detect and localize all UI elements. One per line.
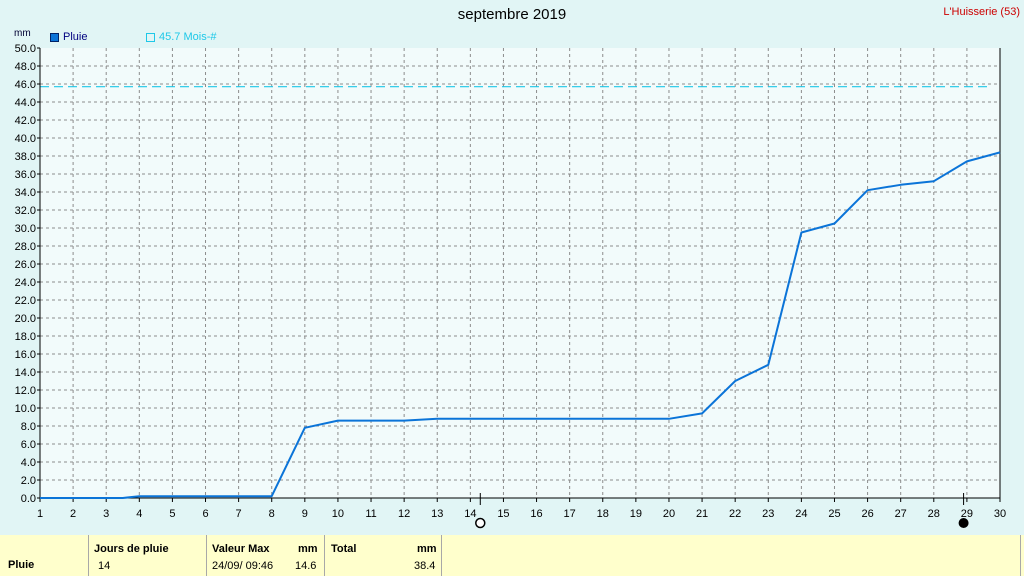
x-tick-label: 8: [269, 508, 275, 520]
x-tick-label: 5: [169, 508, 175, 520]
axes: 1 2 3 4 5 6 7 8 9 10 11 12 13 14 15 16 17 18 19 20 21 22 23 24 2…: [15, 43, 1007, 520]
x-tick-label: 2: [70, 508, 76, 520]
x-tick-label: 3: [103, 508, 109, 520]
x-tick-label: 21: [696, 508, 708, 520]
x-tick-label: 15: [497, 508, 509, 520]
valeur-max-date: 24/09/ 09:46: [212, 560, 274, 572]
y-tick-label: 30.0: [15, 223, 36, 235]
valeur-max-value: 14.6: [295, 560, 317, 572]
x-tick-label: 17: [564, 508, 576, 520]
legend-label-pluie: Pluie: [63, 31, 88, 43]
jours-de-pluie-value: 14: [98, 560, 111, 572]
grid: [40, 48, 1000, 498]
y-tick-label: 42.0: [15, 115, 36, 127]
y-tick-label: 4.0: [21, 457, 36, 469]
valeur-max-header: Valeur Max: [212, 543, 270, 555]
new-moon-icon: [958, 518, 969, 528]
y-tick-label: 2.0: [21, 475, 36, 487]
y-tick-label: 44.0: [15, 97, 36, 109]
x-tick-label: 26: [861, 508, 873, 520]
y-tick-label: 20.0: [15, 313, 36, 325]
x-tick-label: 9: [302, 508, 308, 520]
y-tick-label: 36.0: [15, 169, 36, 181]
y-tick-label: 48.0: [15, 61, 36, 73]
row-label: Pluie: [8, 559, 35, 571]
legend-label-reference: 45.7 Mois-#: [159, 31, 217, 43]
y-tick-label: 8.0: [21, 421, 36, 433]
y-tick-label: 38.0: [15, 151, 36, 163]
x-tick-label: 4: [136, 508, 142, 520]
x-tick-label: 30: [994, 508, 1006, 520]
x-tick-label: 12: [398, 508, 410, 520]
y-unit-label: mm: [14, 28, 31, 39]
series-layer: [40, 151, 1001, 499]
x-tick-label: 18: [597, 508, 609, 520]
total-unit: mm: [417, 543, 437, 555]
y-tick-label: 14.0: [15, 367, 36, 379]
y-tick-label: 6.0: [21, 439, 36, 451]
y-tick-label: 26.0: [15, 259, 36, 271]
moon-phase-layer: [475, 493, 969, 529]
x-tick-label: 25: [828, 508, 840, 520]
rain-chart: 1 2 3 4 5 6 7 8 9 10 11 12 13 14 15 16 17 18 19 20 21 22 23 24 2…: [15, 43, 1007, 529]
total-header: Total: [331, 543, 357, 555]
y-tick-label: 0.0: [21, 493, 36, 505]
x-tick-label: 19: [630, 508, 642, 520]
x-tick-label: 7: [236, 508, 242, 520]
y-tick-label: 32.0: [15, 205, 36, 217]
legend-item-pluie: Pluie: [50, 31, 87, 43]
full-moon-icon: [475, 517, 486, 529]
y-tick-label: 50.0: [15, 43, 36, 55]
x-tick-label: 6: [202, 508, 208, 520]
y-tick-label: 22.0: [15, 295, 36, 307]
x-tick-label: 27: [895, 508, 907, 520]
summary-table: Pluie Jours de pluie 14 Valeur Max mm 24…: [0, 535, 1024, 576]
x-tick-label: 11: [365, 508, 376, 520]
y-tick-label: 28.0: [15, 241, 36, 253]
legend-swatch-pluie: [50, 32, 59, 42]
station-name: L'Huisserie (53): [943, 6, 1020, 18]
x-tick-label: 14: [464, 508, 476, 520]
x-tick-label: 20: [663, 508, 675, 520]
x-tick-label: 24: [795, 508, 807, 520]
jours-de-pluie-header: Jours de pluie: [94, 543, 169, 555]
legend-item-reference: 45.7 Mois-#: [146, 31, 216, 43]
y-tick-label: 12.0: [15, 385, 36, 397]
y-tick-label: 40.0: [15, 133, 36, 145]
y-tick-label: 16.0: [15, 349, 36, 361]
x-tick-label: 13: [431, 508, 443, 520]
x-tick-label: 1: [37, 508, 43, 520]
chart-title: septembre 2019: [457, 6, 567, 23]
y-tick-label: 18.0: [15, 331, 36, 343]
y-tick-label: 10.0: [15, 403, 36, 415]
x-tick-label: 29: [961, 508, 973, 520]
x-tick-label: 23: [762, 508, 774, 520]
y-tick-label: 34.0: [15, 187, 36, 199]
y-tick-label: 46.0: [15, 79, 36, 91]
valeur-max-unit: mm: [298, 543, 318, 555]
x-tick-label: 22: [729, 508, 741, 520]
plot-area: [40, 48, 1000, 498]
x-tick-label: 10: [332, 508, 344, 520]
series-line-pluie: [40, 151, 1001, 499]
total-value: 38.4: [414, 560, 436, 572]
y-tick-label: 24.0: [15, 277, 36, 289]
x-tick-label: 16: [530, 508, 542, 520]
legend-swatch-reference: [146, 32, 155, 42]
x-tick-label: 28: [928, 508, 940, 520]
